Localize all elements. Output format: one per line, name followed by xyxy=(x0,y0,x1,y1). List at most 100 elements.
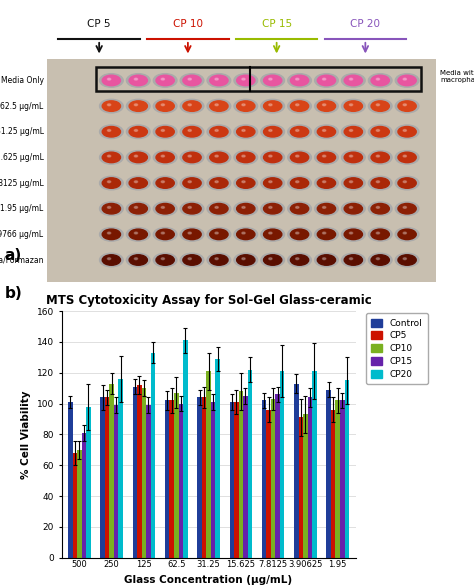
Bar xyxy=(170,400,174,558)
Circle shape xyxy=(315,253,338,267)
Circle shape xyxy=(100,253,123,267)
Circle shape xyxy=(127,151,150,164)
Circle shape xyxy=(134,207,137,208)
Circle shape xyxy=(188,78,191,80)
Circle shape xyxy=(127,73,150,87)
Circle shape xyxy=(315,202,338,215)
Circle shape xyxy=(398,101,416,112)
Circle shape xyxy=(161,207,164,208)
Circle shape xyxy=(188,155,191,157)
Circle shape xyxy=(215,232,218,234)
Circle shape xyxy=(183,101,201,112)
Circle shape xyxy=(349,207,353,208)
Circle shape xyxy=(376,155,380,157)
Circle shape xyxy=(127,228,150,241)
Circle shape xyxy=(180,253,204,267)
Circle shape xyxy=(183,75,201,86)
Circle shape xyxy=(134,258,137,259)
Text: 62.5 μg/mL: 62.5 μg/mL xyxy=(0,102,44,110)
Circle shape xyxy=(207,151,231,164)
Circle shape xyxy=(161,232,164,234)
Circle shape xyxy=(341,99,365,113)
Circle shape xyxy=(242,181,245,183)
Circle shape xyxy=(237,152,255,163)
Circle shape xyxy=(376,104,380,106)
Circle shape xyxy=(288,99,311,113)
Circle shape xyxy=(261,253,284,267)
Circle shape xyxy=(344,75,363,86)
Circle shape xyxy=(183,127,201,137)
Circle shape xyxy=(403,232,406,234)
Circle shape xyxy=(315,228,338,241)
Circle shape xyxy=(296,258,299,259)
Circle shape xyxy=(291,75,309,86)
Circle shape xyxy=(153,99,177,113)
Circle shape xyxy=(127,253,150,267)
Circle shape xyxy=(315,176,338,190)
Circle shape xyxy=(376,258,380,259)
Circle shape xyxy=(129,229,147,239)
Bar xyxy=(271,399,275,558)
Circle shape xyxy=(398,229,416,239)
Bar xyxy=(340,400,345,558)
Circle shape xyxy=(183,204,201,214)
Bar xyxy=(96,67,420,91)
Circle shape xyxy=(344,101,363,112)
Circle shape xyxy=(288,73,311,87)
Bar xyxy=(109,383,114,558)
Bar xyxy=(215,359,220,558)
Circle shape xyxy=(183,229,201,239)
Bar xyxy=(275,394,280,558)
Circle shape xyxy=(376,130,380,131)
Circle shape xyxy=(215,104,218,106)
Bar xyxy=(202,397,206,558)
Circle shape xyxy=(341,202,365,215)
Text: a): a) xyxy=(5,248,22,263)
Circle shape xyxy=(161,78,164,80)
Bar xyxy=(345,380,349,558)
Bar xyxy=(280,371,284,558)
Circle shape xyxy=(180,73,204,87)
Circle shape xyxy=(153,125,177,139)
Circle shape xyxy=(242,232,245,234)
Circle shape xyxy=(183,255,201,265)
Circle shape xyxy=(403,78,406,80)
FancyBboxPatch shape xyxy=(44,56,440,284)
Circle shape xyxy=(188,207,191,208)
Circle shape xyxy=(315,151,338,164)
Circle shape xyxy=(188,232,191,234)
Circle shape xyxy=(215,78,218,80)
Circle shape xyxy=(269,207,272,208)
Circle shape xyxy=(264,101,282,112)
Circle shape xyxy=(156,178,174,188)
Text: Media Only: Media Only xyxy=(0,76,44,85)
Bar xyxy=(262,400,266,558)
Circle shape xyxy=(368,125,392,139)
Y-axis label: % Cell Viability: % Cell Viability xyxy=(21,390,31,478)
Circle shape xyxy=(349,130,353,131)
Circle shape xyxy=(102,229,120,239)
Circle shape xyxy=(341,228,365,241)
Circle shape xyxy=(322,232,326,234)
Bar xyxy=(183,340,188,558)
Bar xyxy=(308,397,312,558)
Circle shape xyxy=(161,155,164,157)
Bar xyxy=(100,397,105,558)
Circle shape xyxy=(234,73,257,87)
Circle shape xyxy=(261,125,284,139)
Bar xyxy=(312,371,317,558)
Circle shape xyxy=(188,258,191,259)
Bar xyxy=(68,402,73,558)
Circle shape xyxy=(371,178,389,188)
Circle shape xyxy=(261,202,284,215)
Title: MTS Cytotoxicity Assay for Sol-Gel Glass-ceramic: MTS Cytotoxicity Assay for Sol-Gel Glass… xyxy=(46,294,372,307)
Circle shape xyxy=(180,151,204,164)
Circle shape xyxy=(102,101,120,112)
Text: 31.25 μg/mL: 31.25 μg/mL xyxy=(0,127,44,136)
Circle shape xyxy=(398,75,416,86)
Circle shape xyxy=(100,228,123,241)
Circle shape xyxy=(188,104,191,106)
Circle shape xyxy=(296,130,299,131)
Circle shape xyxy=(161,258,164,259)
Circle shape xyxy=(368,202,392,215)
